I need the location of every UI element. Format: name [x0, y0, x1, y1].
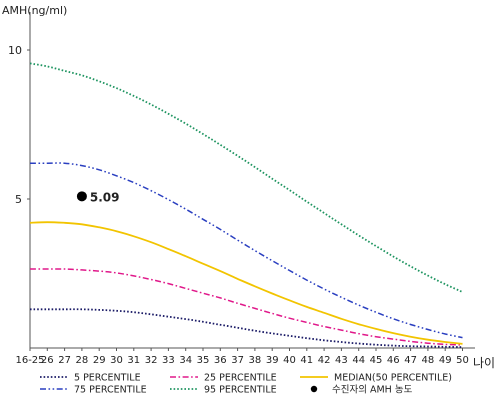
x-tick-label: 44 [352, 355, 365, 366]
x-tick-label: 50 [456, 355, 469, 366]
x-tick-label: 27 [58, 355, 71, 366]
subject-marker: 5.09 [76, 190, 120, 204]
x-tick-label: 38 [249, 355, 262, 366]
subject-point [76, 191, 87, 202]
x-tick-label: 49 [439, 355, 452, 366]
series-line-95-percentile [29, 62, 463, 293]
x-tick-label: 26 [41, 355, 54, 366]
legend-subject-label: 수진자의 AMH 농도 [332, 385, 413, 396]
axes [29, 12, 475, 349]
series-line-5-percentile [30, 308, 463, 348]
x-tick-label: 31 [127, 355, 140, 366]
x-tick-label: 16-25 [15, 355, 44, 366]
x-tick-label: 39 [266, 355, 279, 366]
x-tick-label: 33 [162, 355, 175, 366]
x-tick-label: 36 [214, 355, 227, 366]
y-tick-label: 5 [15, 193, 22, 206]
series-line-75-percentile [30, 162, 463, 339]
legend-label: 5 PERCENTILE [74, 373, 141, 384]
series-line-25-percentile [30, 268, 463, 346]
x-tick-label: 41 [300, 355, 313, 366]
series-line-median-50-percentile [29, 221, 463, 345]
x-tick-label: 43 [335, 355, 348, 366]
series-lines [29, 62, 463, 348]
x-tick-label: 35 [197, 355, 210, 366]
y-ticks: 5 10 [8, 44, 30, 206]
y-axis-label: AMH(ng/ml) [2, 4, 67, 17]
x-tick-label: 46 [387, 355, 400, 366]
legend-label: 75 PERCENTILE [74, 385, 147, 396]
x-tick-label: 29 [93, 355, 106, 366]
y-tick-label: 10 [8, 44, 22, 57]
x-tick-label: 28 [76, 355, 89, 366]
legend-label: 95 PERCENTILE [204, 385, 277, 396]
legend-label: MEDIAN(50 PERCENTILE) [334, 373, 452, 384]
subject-value-label: 5.09 [90, 190, 120, 204]
legend: 5 PERCENTILE 25 PERCENTILE MEDIAN(50 PERCE… [40, 373, 452, 396]
x-tick-label: 40 [283, 355, 296, 366]
x-tick-label: 34 [179, 355, 192, 366]
legend-label: 25 PERCENTILE [204, 373, 277, 384]
x-tick-label: 32 [145, 355, 158, 366]
x-tick-label: 45 [370, 355, 383, 366]
x-tick-label: 47 [404, 355, 417, 366]
x-tick-label: 42 [318, 355, 331, 366]
legend-subject-marker [310, 385, 318, 393]
x-tick-label: 37 [231, 355, 244, 366]
x-tick-label: 48 [422, 355, 435, 366]
x-axis-label: 나이 [473, 356, 495, 370]
x-tick-label: 30 [110, 355, 123, 366]
